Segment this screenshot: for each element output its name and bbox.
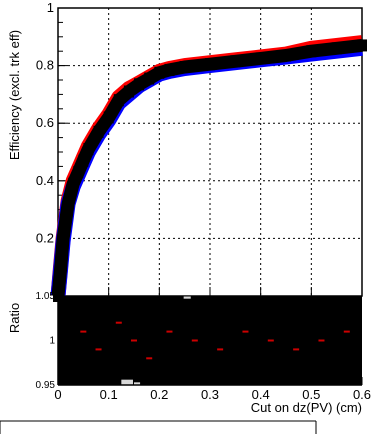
data-point <box>134 78 145 91</box>
x-tick-label: 0.2 <box>150 387 168 402</box>
data-point <box>331 42 342 55</box>
data-point <box>123 85 134 98</box>
data-point <box>55 264 66 277</box>
ratio-point <box>267 339 274 342</box>
data-point <box>357 39 367 52</box>
main-y-tick-label: 0.8 <box>36 58 54 73</box>
x-tick-label: 0.3 <box>201 387 219 402</box>
data-point <box>205 58 215 71</box>
data-point <box>68 177 79 190</box>
x-axis-title: Cut on dz(PV) (cm) <box>251 400 362 415</box>
data-point <box>83 143 94 156</box>
ratio-point <box>343 330 350 333</box>
ratio-point <box>293 348 300 351</box>
x-tick-label: 0.6 <box>353 387 371 402</box>
ratio-point <box>191 339 198 342</box>
data-point <box>306 45 317 58</box>
main-y-tick-label: 0.6 <box>36 115 54 130</box>
main-y-tick-label: 0.4 <box>36 173 54 188</box>
x-tick-label: 0.1 <box>100 387 118 402</box>
ratio-point <box>146 357 153 360</box>
data-point <box>113 94 124 107</box>
x-tick-label: 0.5 <box>302 387 320 402</box>
ratio-band <box>58 296 362 385</box>
ratio-y-tick-label: 1 <box>49 336 55 347</box>
main-panel: 0.2 0.4 0.6 0.8 1 <box>36 0 367 302</box>
ratio-point <box>131 339 137 342</box>
data-point <box>230 55 241 68</box>
data-point <box>144 72 155 85</box>
ratio-point <box>318 339 325 342</box>
data-point <box>103 111 114 124</box>
data-point <box>63 197 74 210</box>
data-point <box>73 166 84 179</box>
ratio-y-tick-label: 0.95 <box>36 380 56 391</box>
ratio-gap-0 <box>121 379 133 385</box>
ratio-panel: 0.95 1 1.05 0 0.1 0.2 0.3 0.4 0.5 0.6 <box>36 291 372 402</box>
ratio-point <box>242 330 249 333</box>
lower-frame <box>0 420 317 434</box>
ratio-gap-1 <box>134 382 141 385</box>
data-point <box>78 154 89 167</box>
ratio-point <box>166 330 173 333</box>
data-point <box>281 49 291 62</box>
data-point <box>154 66 165 79</box>
ratio-y-axis-title: Ratio <box>7 303 22 333</box>
data-point <box>255 52 266 65</box>
data-point <box>93 125 104 138</box>
data-point <box>179 61 190 74</box>
ratio-point <box>115 321 122 324</box>
ratio-gap-2 <box>183 296 191 299</box>
ratio-y-tick-label: 1.05 <box>36 291 56 302</box>
main-y-tick-label: 0.2 <box>36 230 54 245</box>
data-point <box>58 232 69 245</box>
ratio-point <box>80 330 87 333</box>
main-y-tick-label: 1 <box>47 0 54 15</box>
x-tick-label: 0.4 <box>252 387 270 402</box>
data-point <box>164 63 175 76</box>
x-tick-label: 0 <box>54 387 61 402</box>
ratio-point <box>217 348 224 351</box>
main-y-axis-title: Efficiency (excl. trk eff) <box>7 30 22 160</box>
ratio-point <box>95 348 102 351</box>
